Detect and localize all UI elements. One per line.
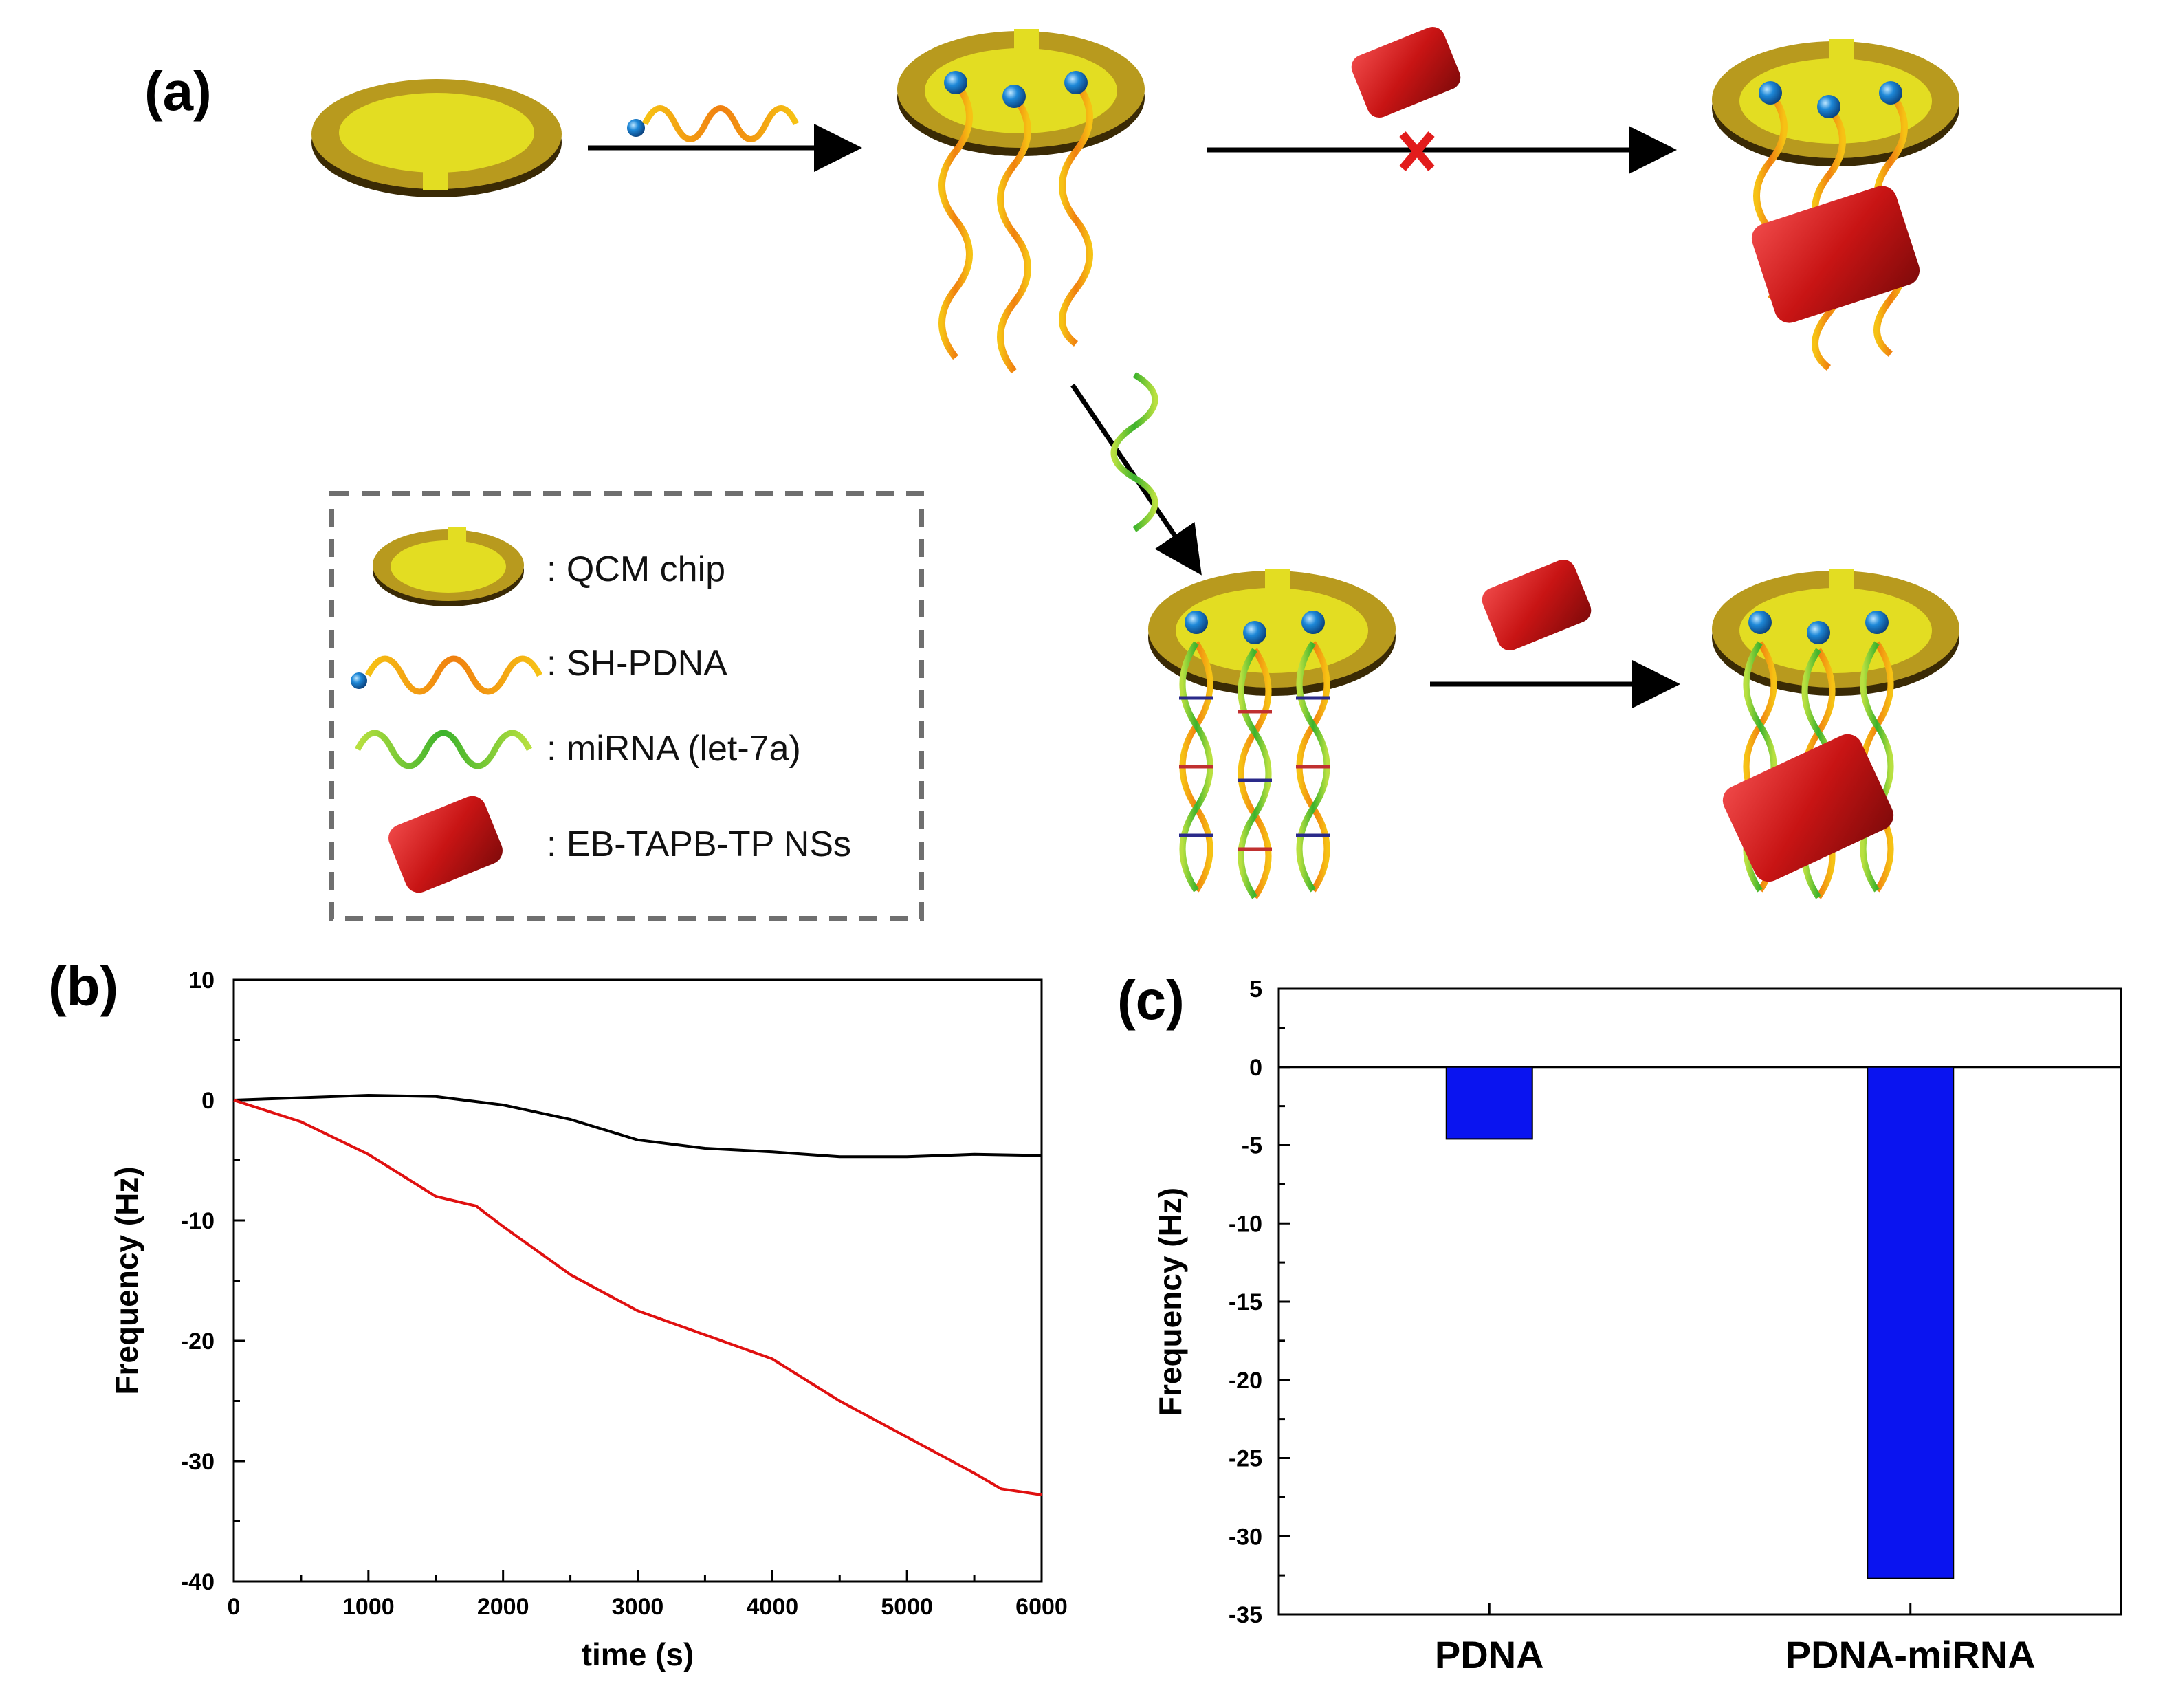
step-arrow-blocked [1207,26,1677,174]
x-axis-title: time (s) [582,1636,694,1672]
sh-pdna-strand-icon [641,105,800,142]
legend-label-nanosheets: : EB-TAPB-TP NSs [547,824,851,864]
y-tick-label: -10 [181,1208,215,1234]
x-tick-label: 0 [228,1594,241,1620]
chart-c-frequency-bars: 5 0 -5 -10 -15 -20 -25 -30 -35 Frequency (Hz) PDNA… [1152,976,2122,1676]
chip-duplex-nanosheet [1712,569,1959,899]
legend-label-mirna: : miRNA (let-7a) [547,729,801,769]
y-axis-title: Frequency (Hz) [1152,1187,1188,1416]
chip-with-pdna [897,29,1145,374]
y-tick-label: -30 [181,1449,215,1475]
sh-pdna-strand-icon [365,655,542,695]
plot-frame [1277,987,2122,1616]
y-tick-label: -20 [1229,1368,1262,1394]
thiol-anchor-icon [627,119,645,137]
series-line-0 [233,1094,1042,1159]
thiol-anchor-icon [351,672,367,689]
legend-label-sh-pdna: : SH-PDNA [547,644,727,683]
step-arrow-immobilize [588,105,862,172]
legend: : QCM chip : SH-PDNA : miRNA (let-7a) : … [329,491,924,921]
bar-pdna-mirna [1867,1066,1955,1579]
plot-frame [232,978,1043,1583]
legend-label-qcm-chip: : QCM chip [547,549,725,589]
y-axis-title: Frequency (Hz) [109,1166,144,1394]
category-label: PDNA [1435,1633,1544,1676]
mirna-strand-icon [355,730,532,769]
y-tick-label: -35 [1229,1602,1262,1628]
panel-label-b: (b) [48,956,118,1017]
x-tick-label: 5000 [881,1594,933,1620]
y-tick-label: 0 [201,1088,215,1114]
y-tick-label: -10 [1229,1211,1262,1237]
qcm-chip-bare [311,79,562,197]
category-label: PDNA-miRNA [1785,1633,2036,1676]
y-tick-label: 5 [1249,976,1262,1003]
y-tick-label: -5 [1242,1133,1262,1159]
qcm-chip-icon [373,527,524,606]
mirna-strand-icon [1110,372,1158,532]
x-tick-label: 1000 [342,1594,395,1620]
nanosheet-icon [1482,559,1592,651]
y-tick-label: -20 [181,1328,215,1355]
x-tick-label: 4000 [747,1594,799,1620]
legend-border [329,491,924,921]
x-tick-label: 3000 [612,1594,664,1620]
series-line-1 [233,1099,1042,1496]
nanosheet-icon [1351,26,1461,118]
step-arrow-bind [1430,559,1680,708]
nanosheet-icon [388,796,503,893]
x-tick-label: 2000 [477,1594,529,1620]
y-tick-label: -40 [181,1569,215,1595]
chip-pdna-mirna-duplex [1148,569,1396,899]
chart-b-frequency-vs-time: 0 1000 2000 3000 4000 5000 6000 10 0 -10 -20 -30 -40… [109,967,1068,1672]
blocked-x-icon [1399,131,1435,171]
panel-label-a: (a) [144,61,212,122]
y-tick-label: -25 [1229,1446,1262,1472]
step-arrow-hybridize [1070,372,1202,576]
y-tick-label: -30 [1229,1524,1262,1550]
y-tick-label: 10 [188,967,215,994]
bar-pdna [1445,1066,1533,1140]
y-tick-label: 0 [1249,1055,1262,1081]
x-tick-label: 6000 [1015,1594,1068,1620]
panel-label-c: (c) [1117,970,1185,1031]
chip-pdna-nanosheet [1712,39,1959,371]
y-tick-label: -15 [1229,1289,1262,1315]
